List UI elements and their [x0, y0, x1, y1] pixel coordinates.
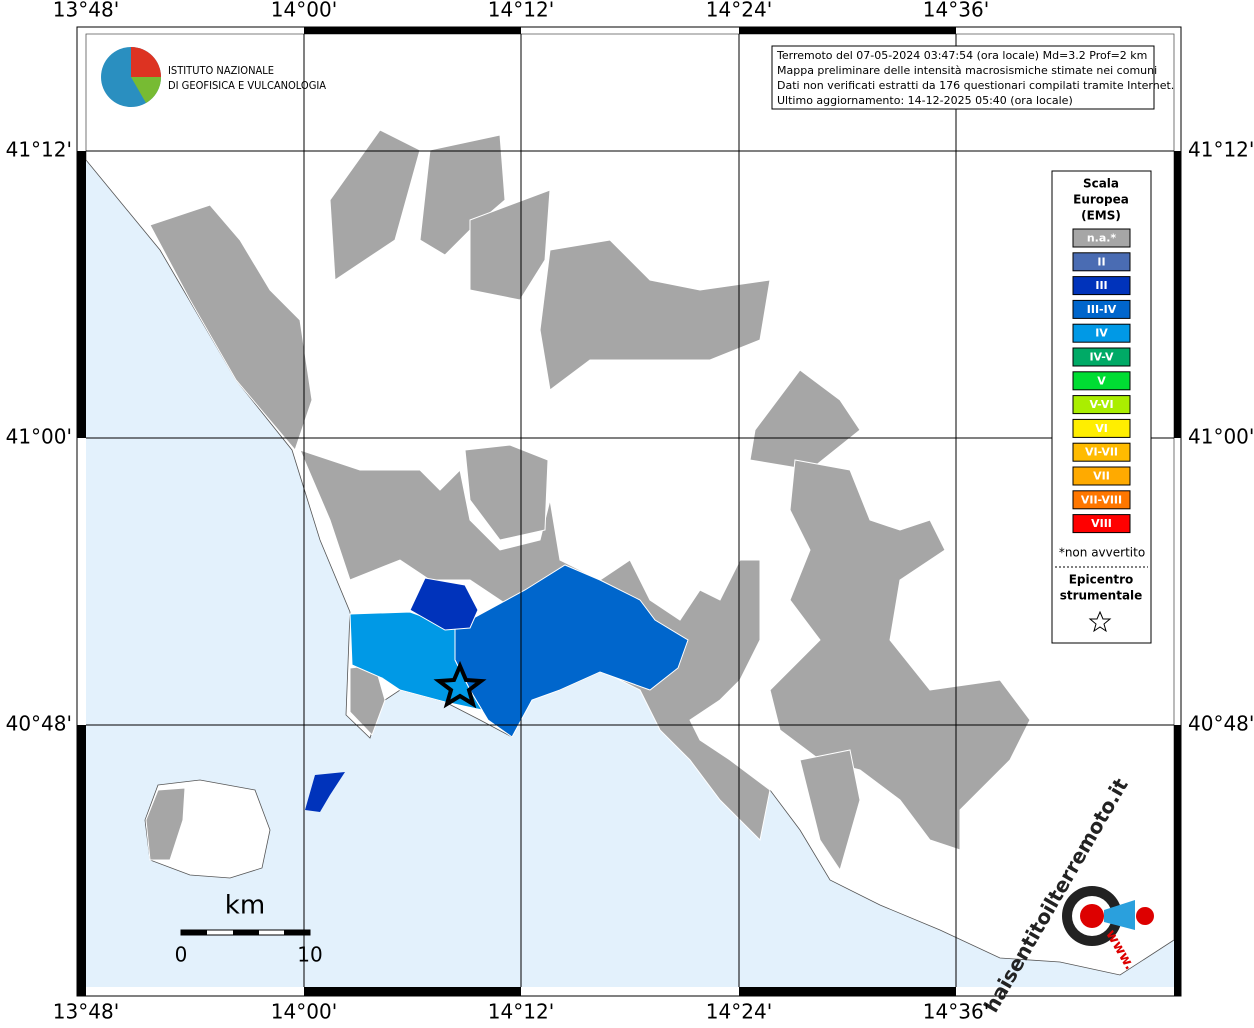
- scale-bar: km 0 10: [175, 891, 323, 967]
- ingv-logo: ISTITUTO NAZIONALE DI GEOFISICA E VULCAN…: [101, 47, 326, 107]
- info-line: Terremoto del 07-05-2024 03:47:54 (ora l…: [776, 49, 1147, 62]
- legend-swatch: [1072, 442, 1131, 462]
- area-iii-island: [305, 772, 345, 812]
- legend-title: (EMS): [1081, 209, 1121, 223]
- legend-title: Scala: [1083, 177, 1119, 191]
- legend-swatch: [1072, 371, 1131, 391]
- scale-label: 10: [297, 943, 322, 967]
- legend-label: IV-V: [1089, 351, 1114, 364]
- latitude-label: 41°12': [1188, 138, 1254, 162]
- legend-label: n.a.*: [1087, 232, 1117, 245]
- info-line: Mappa preliminare delle intensità macros…: [777, 64, 1157, 77]
- logo-segment: [131, 47, 161, 77]
- longitude-label: 13°48': [53, 1000, 119, 1024]
- latitude-label: 41°12': [6, 138, 72, 162]
- longitude-label: 14°24': [706, 1000, 772, 1024]
- legend-swatch: [1072, 514, 1131, 534]
- longitude-label: 14°36': [923, 1000, 989, 1024]
- border-bar: [739, 987, 956, 996]
- legend-label: III-IV: [1087, 303, 1117, 316]
- border-bar: [77, 151, 86, 438]
- area-iii: [409, 577, 479, 631]
- legend-swatch: [1072, 466, 1131, 486]
- longitude-label: 14°00': [271, 1000, 337, 1024]
- border-bar: [304, 987, 521, 996]
- legend-swatch: [1072, 276, 1131, 296]
- legend-label: V-VI: [1089, 398, 1113, 411]
- legend-label: IV: [1095, 327, 1108, 340]
- watermark-dot: [1136, 907, 1154, 925]
- legend-swatch: [1072, 252, 1131, 272]
- longitude-label: 14°36': [923, 0, 989, 22]
- legend-label: III: [1095, 279, 1107, 292]
- border-bar: [77, 725, 86, 996]
- scale-bar-segment: [233, 930, 259, 935]
- legend-label: VII-VIII: [1081, 493, 1122, 506]
- legend-swatch: [1072, 490, 1131, 510]
- border-bar: [1174, 725, 1181, 996]
- scale-unit: km: [225, 891, 265, 921]
- legend-epicenter-title: strumentale: [1060, 589, 1143, 603]
- border-bar: [304, 27, 521, 34]
- info-line: Ultimo aggiornamento: 14-12-2025 05:40 (…: [777, 94, 1073, 107]
- watermark-target: [1080, 904, 1104, 928]
- info-box: [771, 45, 1155, 110]
- legend-swatch: [1072, 347, 1131, 367]
- legend-label: VI-VII: [1085, 446, 1118, 459]
- latitude-label: 40°48': [1188, 712, 1254, 736]
- legend-swatch: [1072, 323, 1131, 343]
- longitude-label: 14°00': [271, 0, 337, 22]
- legend-label: VII: [1093, 470, 1110, 483]
- border-bar: [739, 27, 956, 34]
- legend-label: VIII: [1091, 517, 1112, 530]
- legend-swatch: [1072, 418, 1131, 438]
- longitude-label: 14°24': [706, 0, 772, 22]
- institute-name: DI GEOFISICA E VULCANOLOGIA: [168, 79, 326, 92]
- latitude-label: 41°00': [6, 425, 72, 449]
- scale-bar-segment: [181, 930, 207, 935]
- legend-swatch: [1072, 395, 1131, 415]
- legend-star: [1088, 610, 1112, 633]
- graticule: [77, 27, 1181, 996]
- legend-swatch: [1072, 299, 1131, 319]
- logo-segment: [131, 77, 162, 103]
- longitude-label: 14°12': [488, 0, 554, 22]
- longitude-label: 14°12': [488, 1000, 554, 1024]
- legend-title: Europea: [1073, 193, 1129, 207]
- scale-bar-segment: [284, 930, 310, 935]
- info-text: Terremoto del 07-05-2024 03:47:54 (ora l…: [776, 49, 1174, 107]
- scale-label: 0: [175, 943, 188, 967]
- watermark-speaker: [1104, 900, 1135, 930]
- legend: ScalaEuropea(EMS)n.a.*IIIIIIII-IVIVIV-VV…: [1059, 177, 1145, 603]
- longitude-label: 13°48': [53, 0, 119, 22]
- legend-label: VI: [1095, 422, 1108, 435]
- legend-note: *non avvertito: [1059, 546, 1145, 560]
- legend-label: II: [1097, 255, 1105, 268]
- institute-name: ISTITUTO NAZIONALE: [168, 64, 274, 77]
- municipalities: [145, 129, 1031, 872]
- latitude-label: 40°48': [6, 712, 72, 736]
- legend-epicenter-title: Epicentro: [1069, 573, 1134, 587]
- latitude-label: 41°00': [1188, 425, 1254, 449]
- border-bar: [1174, 151, 1181, 438]
- info-line: Dati non verificati estratti da 176 ques…: [777, 79, 1174, 92]
- legend-label: V: [1097, 374, 1106, 387]
- epicenter: [433, 660, 487, 709]
- legend-swatch: [1072, 228, 1131, 248]
